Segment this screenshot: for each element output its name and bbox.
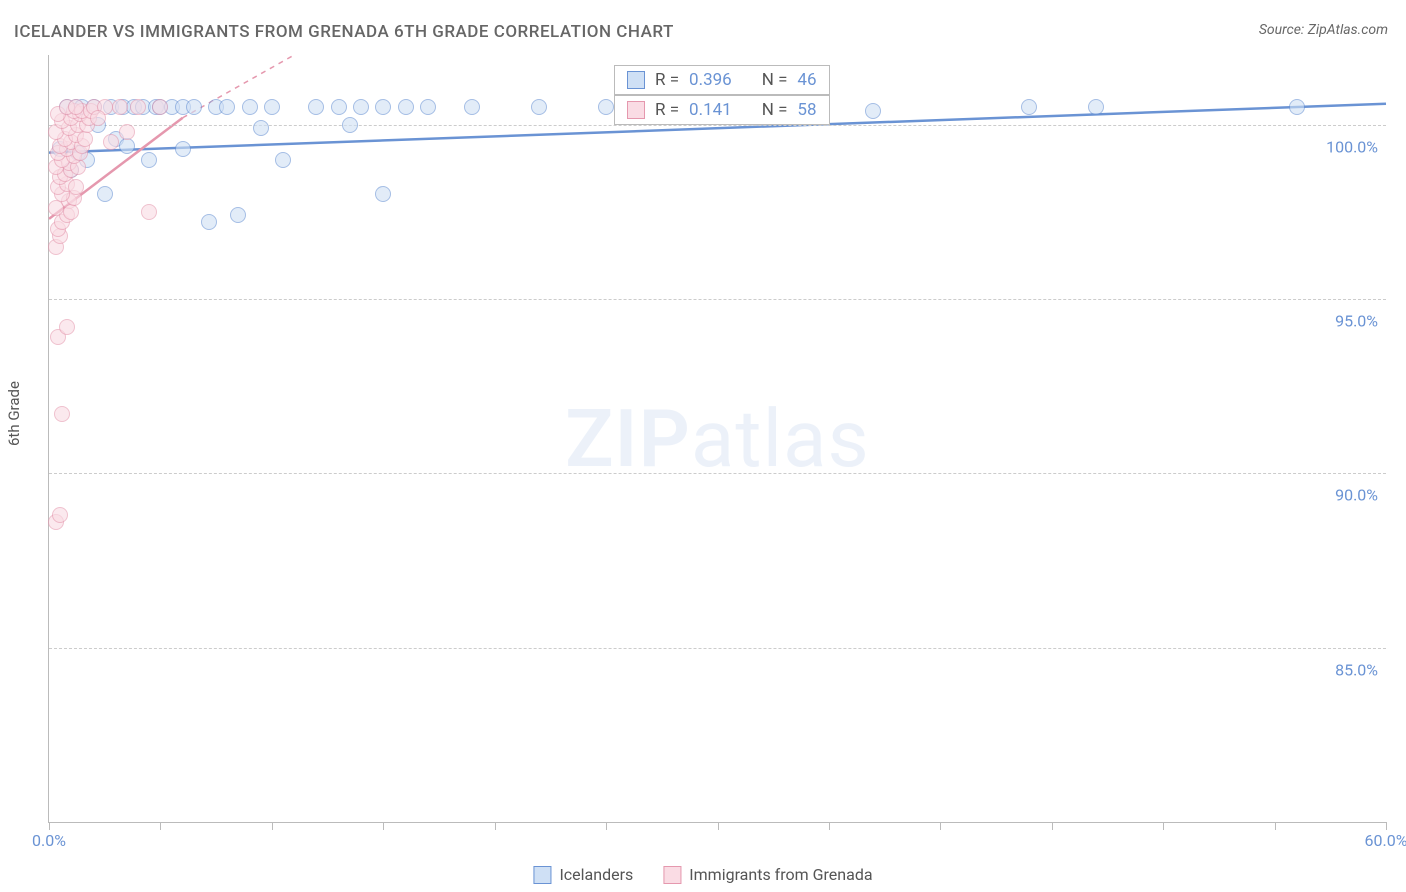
y-tick-label: 85.0%: [1335, 660, 1378, 679]
data-point-icelanders: [264, 99, 280, 115]
legend-label-icelanders: Icelanders: [559, 865, 633, 884]
data-point-icelanders: [308, 99, 324, 115]
legend-item-grenada: Immigrants from Grenada: [663, 865, 872, 884]
x-tick: [829, 822, 830, 830]
stats-box-grenada: R = 0.141 N = 58: [614, 95, 830, 125]
data-point-icelanders: [531, 99, 547, 115]
y-tick-label: 90.0%: [1335, 486, 1378, 505]
data-point-grenada: [90, 110, 106, 126]
x-tick: [1052, 822, 1053, 830]
data-point-grenada: [68, 179, 84, 195]
stats-r-value: 0.396: [689, 70, 732, 90]
gridline-h: [49, 473, 1386, 474]
x-tick: [940, 822, 941, 830]
x-tick: [1163, 822, 1164, 830]
legend-swatch-pink: [663, 866, 681, 884]
data-point-icelanders: [420, 99, 436, 115]
data-point-icelanders: [119, 138, 135, 154]
data-point-icelanders: [186, 99, 202, 115]
data-point-icelanders: [219, 99, 235, 115]
watermark: ZIPatlas: [565, 392, 870, 486]
data-point-icelanders: [375, 99, 391, 115]
data-point-grenada: [54, 406, 70, 422]
legend-swatch-blue: [533, 866, 551, 884]
scatter-plot-area: ZIPatlas 85.0%90.0%95.0%100.0%0.0%60.0%R…: [48, 55, 1386, 823]
stats-n-label: N =: [762, 100, 788, 120]
trend-lines-layer: [49, 55, 1386, 822]
x-tick: [272, 822, 273, 830]
data-point-grenada: [141, 204, 157, 220]
x-tick: [383, 822, 384, 830]
data-point-grenada: [130, 99, 146, 115]
x-tick: [718, 822, 719, 830]
data-point-icelanders: [598, 99, 614, 115]
data-point-icelanders: [253, 120, 269, 136]
data-point-icelanders: [331, 99, 347, 115]
stats-n-value: 58: [797, 100, 816, 120]
data-point-icelanders: [464, 99, 480, 115]
watermark-rest: atlas: [691, 392, 870, 486]
x-tick-label: 0.0%: [32, 831, 66, 850]
x-tick: [1386, 822, 1387, 830]
y-axis-title: 6th Grade: [5, 381, 23, 446]
data-point-icelanders: [242, 99, 258, 115]
data-point-icelanders: [353, 99, 369, 115]
x-tick: [49, 822, 50, 830]
gridline-h: [49, 648, 1386, 649]
x-tick: [606, 822, 607, 830]
data-point-grenada: [68, 99, 84, 115]
y-tick-label: 100.0%: [1326, 137, 1378, 156]
data-point-grenada: [77, 131, 93, 147]
stats-box-icelanders: R = 0.396 N = 46: [614, 65, 830, 95]
data-point-icelanders: [342, 117, 358, 133]
data-point-icelanders: [230, 207, 246, 223]
data-point-icelanders: [398, 99, 414, 115]
x-tick: [160, 822, 161, 830]
data-point-icelanders: [1021, 99, 1037, 115]
x-tick-label: 60.0%: [1365, 831, 1406, 850]
stats-swatch: [627, 71, 645, 89]
stats-swatch: [627, 101, 645, 119]
stats-r-label: R =: [655, 70, 679, 90]
data-point-icelanders: [97, 186, 113, 202]
legend-bottom: Icelanders Immigrants from Grenada: [533, 865, 872, 884]
source-label: Source:: [1259, 22, 1304, 38]
data-point-icelanders: [1289, 99, 1305, 115]
data-point-grenada: [152, 99, 168, 115]
data-point-icelanders: [201, 214, 217, 230]
source-attribution: Source: ZipAtlas.com: [1259, 22, 1388, 38]
data-point-icelanders: [865, 103, 881, 119]
data-point-icelanders: [175, 141, 191, 157]
data-point-grenada: [63, 204, 79, 220]
source-name: ZipAtlas.com: [1308, 22, 1388, 38]
gridline-h: [49, 299, 1386, 300]
data-point-grenada: [103, 134, 119, 150]
data-point-icelanders: [141, 152, 157, 168]
x-tick: [1275, 822, 1276, 830]
data-point-grenada: [119, 124, 135, 140]
stats-n-value: 46: [797, 70, 816, 90]
chart-title: ICELANDER VS IMMIGRANTS FROM GRENADA 6TH…: [14, 22, 674, 42]
data-point-icelanders: [375, 186, 391, 202]
data-point-grenada: [52, 507, 68, 523]
data-point-icelanders: [1088, 99, 1104, 115]
data-point-icelanders: [275, 152, 291, 168]
data-point-grenada: [59, 319, 75, 335]
stats-r-label: R =: [655, 100, 679, 120]
x-tick: [495, 822, 496, 830]
y-tick-label: 95.0%: [1335, 312, 1378, 331]
data-point-grenada: [112, 99, 128, 115]
stats-n-label: N =: [762, 70, 788, 90]
watermark-bold: ZIP: [565, 392, 691, 486]
stats-r-value: 0.141: [689, 100, 732, 120]
legend-label-grenada: Immigrants from Grenada: [689, 865, 872, 884]
legend-item-icelanders: Icelanders: [533, 865, 633, 884]
